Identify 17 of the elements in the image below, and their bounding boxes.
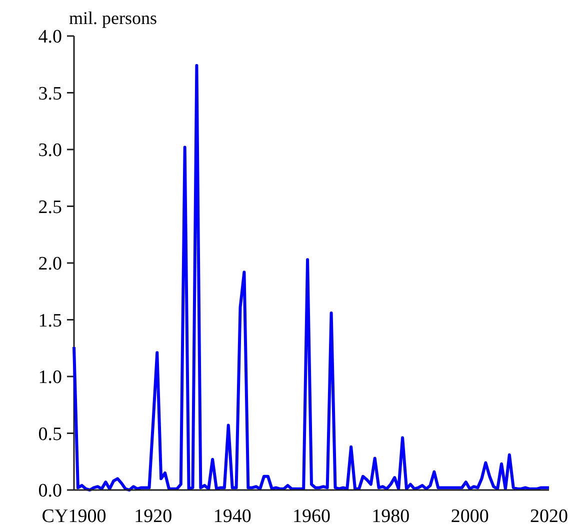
y-tick-label: 1.0 (38, 367, 62, 388)
x-tick-label: 1960 (292, 506, 330, 527)
x-tick-label: 1980 (372, 506, 410, 527)
y-tick-label: 0.5 (38, 424, 62, 445)
y-tick-label: 1.5 (38, 310, 62, 332)
x-tick-label: 1920 (134, 506, 172, 527)
y-tick-label: 4.0 (38, 26, 62, 48)
y-tick-label: 2.5 (38, 196, 62, 218)
y-tick-label: 3.5 (38, 83, 62, 104)
x-tick-label: CY1900 (42, 506, 106, 527)
y-tick-label: 2.0 (38, 254, 62, 275)
y-tick-label: 3.0 (38, 140, 62, 162)
x-tick-label: 1940 (213, 506, 252, 527)
x-tick-label: 2000 (450, 506, 489, 527)
y-tick-label: 0.0 (38, 480, 62, 502)
y-axis-title: mil. persons (69, 8, 157, 28)
x-tick-label: 2020 (530, 506, 568, 527)
